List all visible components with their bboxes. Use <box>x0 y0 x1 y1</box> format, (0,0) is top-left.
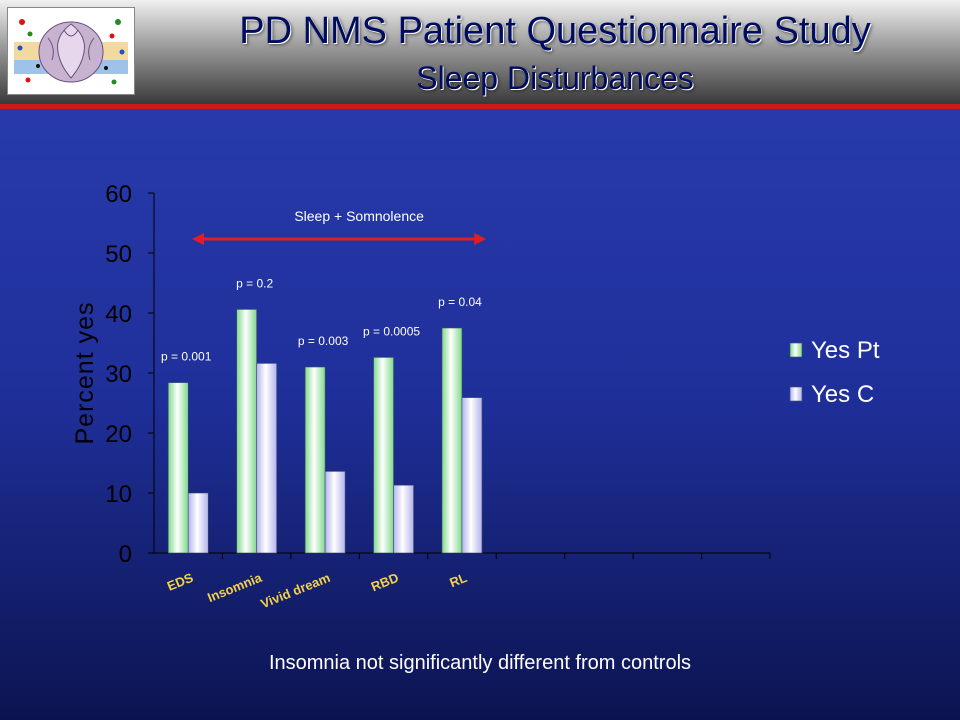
bar-yes-pt <box>236 309 257 554</box>
bar-yes-c <box>256 363 277 554</box>
category-label: RBD <box>369 570 401 594</box>
bar-yes-c <box>324 471 346 554</box>
bracket-arrowhead-left <box>192 233 204 245</box>
y-tick-label: 50 <box>105 241 132 268</box>
p-value-label: p = 0.003 <box>298 334 349 348</box>
bar-yes-pt <box>304 366 326 554</box>
bar-yes-pt <box>167 382 189 554</box>
page-subtitle: Sleep Disturbances <box>416 60 694 96</box>
bar-yes-c <box>393 484 414 554</box>
p-value-label: p = 0.0005 <box>363 324 420 338</box>
header-divider <box>0 104 960 109</box>
bar-yes-c <box>187 492 209 554</box>
p-value-label: p = 0.2 <box>236 276 273 290</box>
y-tick-label: 60 <box>105 181 132 208</box>
y-tick-label: 20 <box>105 421 132 448</box>
category-label: RL <box>447 570 469 590</box>
y-axis-label: Percent yes <box>71 301 99 444</box>
y-tick-label: 0 <box>119 541 132 568</box>
legend-label: Yes C <box>811 381 874 408</box>
category-label: Insomnia <box>205 570 264 606</box>
bar-yes-c <box>461 397 483 554</box>
category-label: EDS <box>165 570 196 594</box>
legend-swatch <box>789 386 803 402</box>
legend-label: Yes Pt <box>811 337 880 364</box>
y-tick-label: 30 <box>105 361 132 388</box>
bracket-label: Sleep + Somnolence <box>294 208 424 224</box>
page-title: PD NMS Patient Questionnaire Study <box>239 10 871 52</box>
category-label: Vivid dream <box>258 570 332 611</box>
footer-note: Insomnia not significantly different fro… <box>268 652 692 674</box>
bar-yes-pt <box>373 357 394 554</box>
brain-scan-logo <box>7 7 135 95</box>
legend-swatch <box>789 342 803 358</box>
header-bar <box>0 0 960 104</box>
p-value-label: p = 0.001 <box>161 350 212 364</box>
bar-yes-pt <box>441 327 463 554</box>
y-tick-label: 10 <box>105 481 132 508</box>
y-tick-label: 40 <box>105 301 132 328</box>
p-value-label: p = 0.04 <box>438 295 482 309</box>
bracket-arrowhead-right <box>474 233 487 245</box>
